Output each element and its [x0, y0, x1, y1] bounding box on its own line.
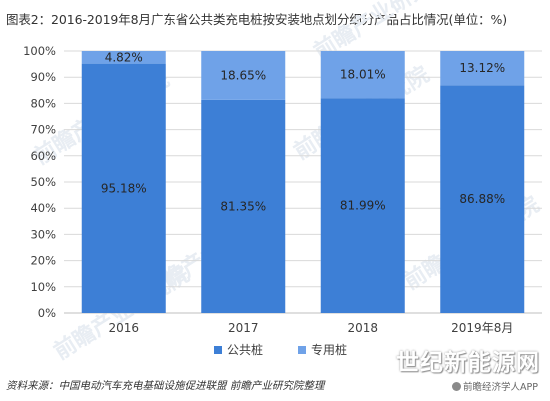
x-tick-label: 2017 [228, 321, 259, 335]
y-tick-label: 100% [23, 44, 56, 58]
data-label: 95.18% [101, 181, 147, 195]
legend-label-dedicated: 专用桩 [311, 342, 347, 357]
bar-dedicated [320, 51, 405, 99]
brand-sub-watermark: 前瞻经济学人APP [452, 379, 538, 393]
bars [81, 51, 525, 314]
source-note: 资料来源：中国电动汽车充电基础设施促进联盟 前瞻产业研究院整理 [6, 380, 325, 392]
y-tick-label: 40% [30, 201, 56, 215]
data-label: 4.82% [105, 50, 143, 64]
brand-watermark: 世纪新能源网 [396, 350, 540, 376]
bar-dedicated [201, 51, 286, 100]
legend-swatch-public [214, 346, 222, 354]
data-label: 13.12% [459, 61, 505, 75]
bar-public [440, 85, 525, 314]
chart-title: 图表2：2016-2019年8月广东省公共类充电桩按安装地点划分细分产品占比情况… [6, 12, 508, 27]
x-tick-label: 2019年8月 [451, 321, 513, 335]
legend-swatch-dedicated [298, 346, 306, 354]
brand-sub-text: 前瞻经济学人APP [463, 382, 538, 393]
data-label: 86.88% [459, 192, 505, 206]
data-label: 81.99% [340, 199, 386, 213]
bar-dedicated [81, 51, 166, 64]
bar-public [81, 63, 166, 313]
y-tick-label: 10% [30, 280, 56, 294]
y-tick-label: 90% [30, 70, 56, 84]
bar-dedicated [440, 51, 525, 86]
y-tick-label: 0% [38, 306, 56, 320]
legend-label-public: 公共桩 [227, 342, 263, 357]
y-tick-label: 30% [30, 227, 56, 241]
y-tick-label: 60% [30, 149, 56, 163]
legend: 公共桩 专用桩 [214, 342, 347, 357]
x-tick-label: 2016 [108, 321, 139, 335]
data-label: 81.35% [220, 199, 266, 213]
y-tick-label: 50% [30, 175, 56, 189]
bar-public [201, 99, 286, 313]
x-axis-ticks: 2016 2017 2018 2019年8月 [108, 321, 513, 335]
data-label: 18.65% [220, 68, 266, 82]
y-tick-label: 20% [30, 254, 56, 268]
x-tick-label: 2018 [347, 321, 378, 335]
brand-logo-icon [452, 382, 461, 391]
data-label: 18.01% [340, 68, 386, 82]
y-axis-ticks: 0% 10% 20% 30% 40% 50% 60% 70% 80% 90% 100% [23, 44, 56, 320]
y-tick-label: 70% [30, 123, 56, 137]
bar-public [320, 98, 405, 313]
data-labels: 95.18% 4.82% 81.35% 18.65% 81.99% 18.01% 86.88… [101, 50, 505, 213]
y-tick-label: 80% [30, 96, 56, 110]
